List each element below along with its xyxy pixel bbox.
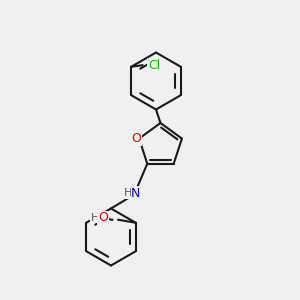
Text: N: N bbox=[131, 187, 141, 200]
Text: H: H bbox=[91, 213, 99, 223]
Text: O: O bbox=[131, 132, 141, 145]
Text: Cl: Cl bbox=[148, 59, 160, 72]
Text: O: O bbox=[98, 211, 108, 224]
Text: H: H bbox=[124, 188, 132, 199]
